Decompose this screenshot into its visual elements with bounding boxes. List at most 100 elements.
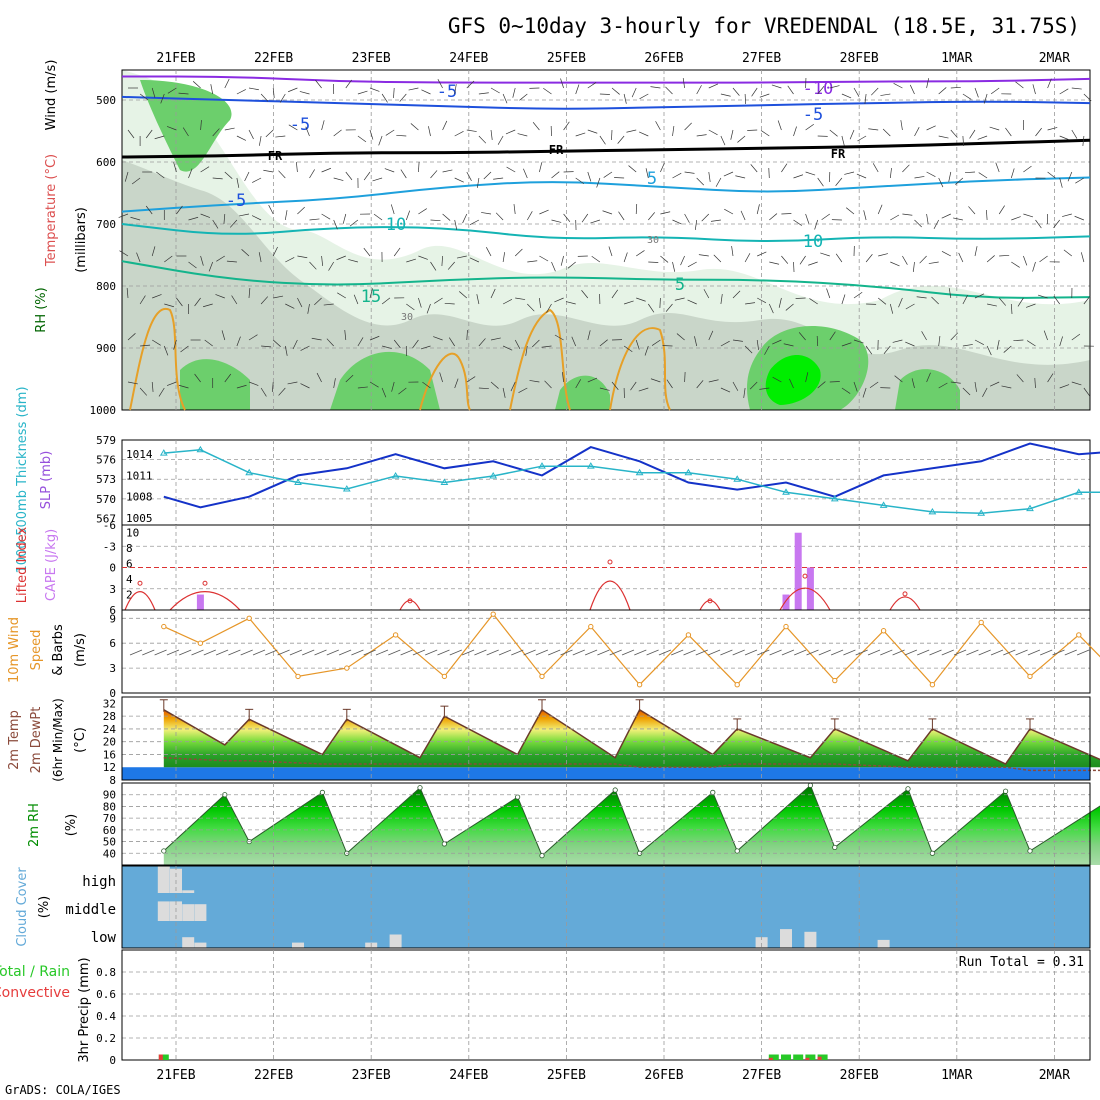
wind-barb [941, 649, 954, 656]
pressure-tick: 700 [96, 218, 116, 231]
wind-barb [126, 288, 129, 299]
lifted-point [407, 598, 413, 604]
thickness-point [538, 462, 546, 469]
temp-tick: 24 [103, 723, 117, 736]
date-label-top: 23FEB [352, 51, 391, 66]
isotherm-label: FR [831, 147, 846, 161]
wind-barb [893, 82, 903, 89]
wind-barb [1059, 336, 1063, 347]
wind-barb [1062, 213, 1072, 217]
wind-barb [978, 172, 988, 179]
cape-axis-label: CAPE (J/kg) [44, 529, 59, 601]
thickness-point [489, 471, 498, 479]
wind-barb [817, 177, 824, 187]
wind-barb [596, 177, 601, 188]
wind-speed-point [929, 682, 936, 688]
precip-total-bar [793, 1054, 804, 1060]
wind-barb [835, 177, 843, 186]
wind-barb [226, 260, 237, 263]
wind-barb [384, 168, 395, 173]
cape-bar [794, 532, 802, 610]
cloud-bar [780, 929, 792, 948]
wind-barb [408, 87, 419, 91]
wind-barb [730, 129, 734, 140]
precip-total-label: Total / Rain [0, 964, 70, 980]
thickness-point [684, 468, 693, 476]
wind-barb [268, 204, 274, 215]
wind-barb [618, 211, 625, 221]
wind-barb [486, 649, 499, 656]
wind-barb [448, 337, 455, 347]
wind-barb [152, 294, 162, 299]
wind-barb [466, 171, 472, 181]
wind-barb [563, 121, 570, 131]
temp-label-2: 2m DewPt [29, 707, 44, 774]
wind-barb [671, 649, 684, 656]
isotherm-line [122, 75, 1091, 84]
wind-speed-point [392, 632, 399, 638]
wind-barb [278, 387, 286, 396]
wind-barb [644, 345, 649, 356]
wind-barb [941, 213, 951, 219]
wind-barb [919, 255, 927, 264]
wind-barb [297, 297, 303, 308]
wind-barb [273, 295, 284, 299]
precip-conv-label: Convective [0, 985, 70, 1001]
wind-barb [1015, 649, 1028, 656]
wind-barb [1013, 339, 1024, 342]
wind-barb [789, 378, 794, 389]
wind-barb [194, 373, 201, 383]
wind-barb [1023, 213, 1034, 218]
wind-barb [900, 120, 903, 131]
wind-barb [814, 219, 819, 230]
wind-barb [567, 261, 576, 269]
wind-barb [572, 649, 585, 656]
wind-barb [740, 210, 746, 221]
wind-barb [962, 344, 973, 347]
cloud-bar [157, 901, 170, 921]
wind-speed-point [1076, 632, 1082, 638]
wind-barb [259, 135, 262, 146]
wind-barb [279, 93, 286, 103]
wind-barb [1053, 295, 1060, 305]
slp-tick: 1005 [126, 512, 153, 525]
wind-barb [258, 252, 262, 263]
wind-barb [708, 83, 719, 89]
temp-tick: 28 [103, 710, 116, 723]
wind-barb [830, 649, 844, 656]
wind-barb [950, 129, 958, 138]
wind-barb [554, 297, 564, 303]
wind-barb [955, 177, 964, 185]
lifted-curve [779, 587, 831, 611]
lifted-tick: 0 [109, 562, 116, 575]
wind-barb [539, 255, 549, 262]
wind-barb [192, 81, 201, 89]
wind-barb [931, 296, 939, 305]
slp-tick: 1011 [126, 469, 153, 482]
wind-barb [523, 649, 536, 656]
wind-barb [841, 342, 852, 347]
wind-barb [373, 213, 383, 221]
wind-barb [466, 80, 475, 89]
wind-barb [369, 335, 380, 341]
wind-barb [345, 374, 354, 383]
wind-barb [514, 339, 521, 349]
thickness-point [586, 462, 595, 469]
wind-barb [277, 649, 290, 656]
wind-tick: 0 [109, 687, 116, 700]
rh-label: 30 [647, 235, 659, 246]
wind-speed-point [978, 619, 984, 626]
wind-barb [990, 649, 1004, 656]
wind-barb [502, 252, 506, 263]
rh-tick: 90 [103, 789, 116, 802]
wind-barb [300, 345, 310, 351]
rh-point [807, 782, 814, 788]
wind-barb [1059, 384, 1070, 389]
wind-barb [587, 171, 592, 182]
date-label-bottom: 22FEB [254, 1068, 293, 1083]
rh-shade-green [330, 351, 440, 410]
wind-barb [513, 204, 516, 215]
wind-barb [1071, 129, 1078, 139]
wind-barb [462, 213, 468, 224]
date-label-bottom: 1MAR [941, 1068, 972, 1083]
